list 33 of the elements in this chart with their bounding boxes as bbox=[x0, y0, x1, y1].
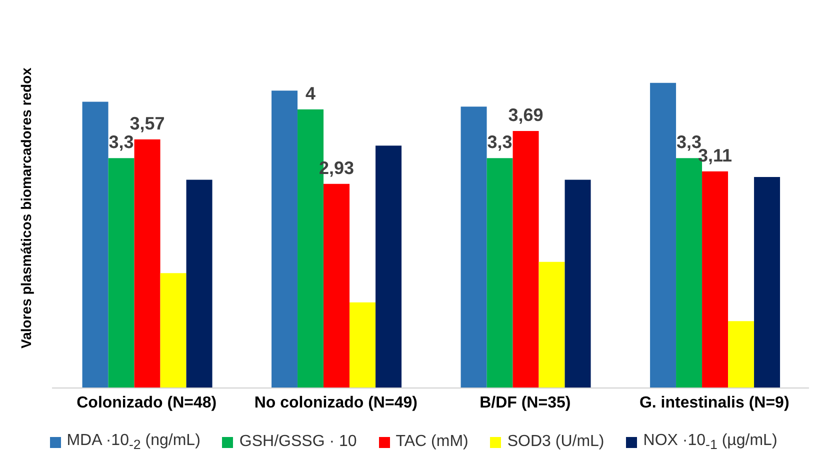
bar bbox=[350, 302, 376, 388]
y-axis-title: Valores plasmáticos biomarcadores redox bbox=[18, 67, 34, 348]
bar bbox=[486, 158, 513, 388]
bar bbox=[134, 139, 160, 388]
legend-label: TAC (mM) bbox=[396, 433, 468, 452]
bar bbox=[650, 82, 676, 388]
data-label: 3,69 bbox=[508, 104, 544, 125]
bar bbox=[160, 273, 186, 388]
bar bbox=[272, 90, 298, 388]
bar bbox=[702, 171, 728, 388]
bar bbox=[186, 180, 212, 388]
bar bbox=[564, 180, 591, 388]
bar bbox=[460, 106, 487, 388]
x-tick-label: G. intestinalis (N=9) bbox=[639, 394, 790, 412]
x-tick-label: No colonizado (N=49) bbox=[254, 394, 418, 412]
legend-label: SOD3 (U/mL) bbox=[507, 433, 604, 452]
bar bbox=[324, 184, 350, 388]
data-label: 3,3 bbox=[487, 132, 512, 152]
data-label: 3,57 bbox=[130, 113, 165, 134]
bar bbox=[728, 321, 754, 388]
data-label: 3,3 bbox=[108, 132, 134, 152]
bar bbox=[108, 158, 134, 388]
bar bbox=[376, 146, 402, 388]
x-tick-label: B/DF (N=35) bbox=[480, 394, 571, 412]
legend-label: GSH/GSSG · 10 bbox=[239, 433, 357, 452]
bar bbox=[754, 176, 780, 388]
data-label: 4 bbox=[306, 83, 316, 104]
bar bbox=[82, 102, 108, 388]
legend-label: NOX ·10$_{-1}$ (µg/mL) bbox=[643, 432, 778, 452]
bar bbox=[512, 130, 539, 388]
legend-label: MDA ·10$_{-2}$ (ng/mL) bbox=[66, 432, 200, 452]
bar bbox=[538, 262, 565, 388]
x-tick-label: Colonizado (N=48) bbox=[76, 394, 217, 412]
